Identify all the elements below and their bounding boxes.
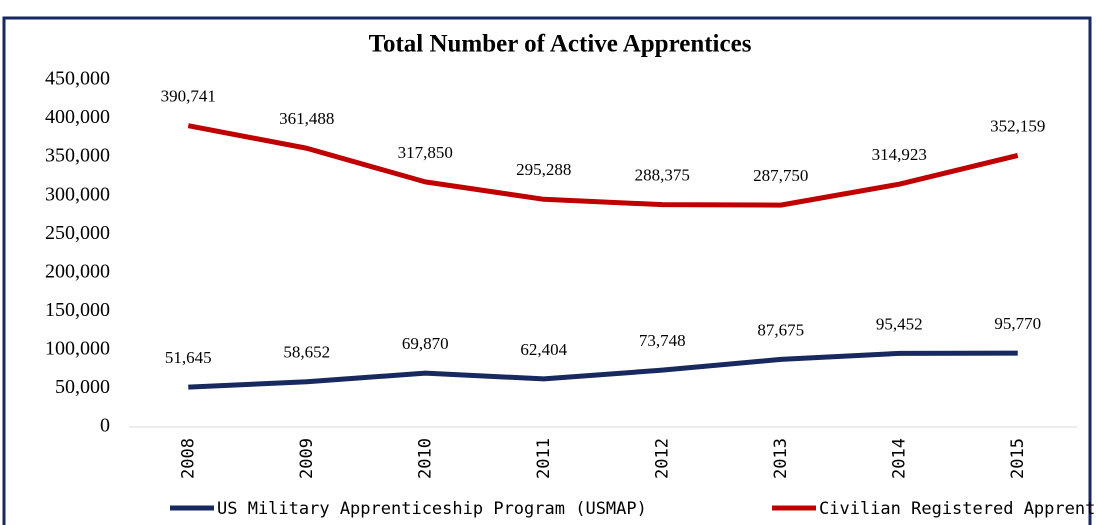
data-label: 361,488 bbox=[279, 109, 334, 128]
data-label: 95,770 bbox=[994, 314, 1041, 333]
x-tick-label: 2011 bbox=[534, 438, 554, 479]
y-tick-label: 450,000 bbox=[45, 68, 110, 90]
data-label: 62,404 bbox=[520, 340, 567, 359]
x-tick-label: 2010 bbox=[415, 438, 435, 479]
y-tick-label: 100,000 bbox=[45, 337, 110, 359]
data-label: 317,850 bbox=[398, 143, 453, 162]
data-label: 314,923 bbox=[872, 145, 927, 164]
x-tick-label: 2009 bbox=[297, 438, 317, 479]
y-tick-label: 300,000 bbox=[45, 183, 110, 205]
y-tick-label: 50,000 bbox=[55, 376, 110, 398]
x-tick-label: 2015 bbox=[1008, 438, 1028, 479]
chart-title: Total Number of Active Apprentices bbox=[369, 31, 752, 58]
y-tick-label: 0 bbox=[100, 415, 110, 437]
y-tick-label: 200,000 bbox=[45, 260, 110, 282]
data-label: 95,452 bbox=[876, 314, 923, 333]
data-label: 287,750 bbox=[753, 166, 808, 185]
data-label: 295,288 bbox=[516, 160, 571, 179]
x-tick-label: 2013 bbox=[771, 438, 791, 479]
data-label: 69,870 bbox=[402, 334, 449, 353]
legend-label: US Military Apprenticeship Program (USMA… bbox=[217, 499, 647, 519]
series-line bbox=[187, 123, 1019, 208]
frame bbox=[2, 16, 1092, 525]
x-tick-label: 2008 bbox=[178, 438, 198, 479]
series-line bbox=[188, 350, 1018, 390]
y-tick-label: 400,000 bbox=[45, 106, 110, 128]
y-tick-label: 250,000 bbox=[45, 222, 110, 244]
x-tick-label: 2014 bbox=[889, 438, 909, 479]
data-label: 288,375 bbox=[635, 166, 690, 185]
x-tick-label: 2012 bbox=[652, 438, 672, 479]
data-label: 58,652 bbox=[283, 343, 330, 362]
y-tick-label: 350,000 bbox=[45, 145, 110, 167]
data-label: 87,675 bbox=[757, 320, 804, 339]
data-label: 352,159 bbox=[990, 116, 1045, 135]
y-tick-label: 150,000 bbox=[45, 299, 110, 321]
legend-label: Civilian Registered Apprenticeships bbox=[819, 499, 1096, 519]
data-label: 390,741 bbox=[161, 87, 216, 106]
data-label: 51,645 bbox=[165, 348, 212, 367]
data-label: 73,748 bbox=[639, 331, 686, 350]
